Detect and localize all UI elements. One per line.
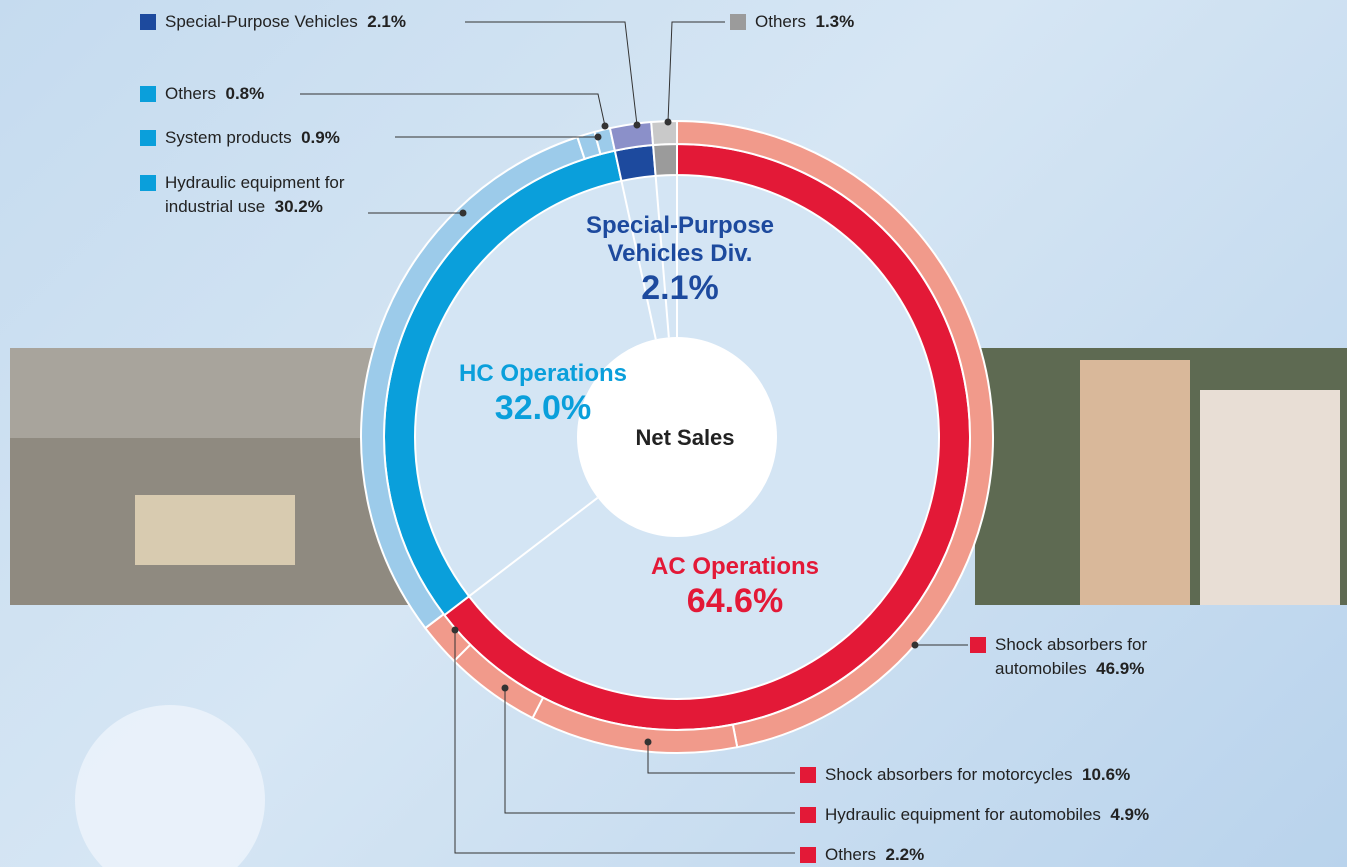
division-name: AC Operations <box>650 553 820 580</box>
donut-segment <box>652 142 678 177</box>
donut-segment <box>650 119 678 147</box>
legend-entry: Special-Purpose Vehicles 2.1% <box>140 10 505 34</box>
division-value: 2.1% <box>641 269 719 307</box>
legend-value: 0.8% <box>225 84 265 103</box>
legend-value: 2.1% <box>367 12 406 31</box>
legend-entry: Others 1.3% <box>730 10 955 34</box>
legend-entry: Shock absorbers for automobiles 46.9% <box>970 633 1225 681</box>
leader-line <box>667 21 725 123</box>
legend-name: Hydraulic equipment for automobiles <box>825 805 1101 824</box>
legend-value: 2.2% <box>885 845 925 864</box>
divider <box>654 175 670 338</box>
legend-swatch <box>140 14 156 30</box>
legend-name: Others <box>755 12 807 31</box>
center-label: Net Sales <box>635 425 735 450</box>
decor-circle <box>75 705 265 867</box>
legend-swatch <box>730 14 746 30</box>
legend-swatch <box>140 86 156 102</box>
legend-entry: Others 2.2% <box>800 843 1245 867</box>
legend-value: 1.3% <box>815 12 855 31</box>
legend-entry: Others 0.8% <box>140 82 465 106</box>
divider <box>620 180 657 340</box>
leader-line <box>465 21 638 126</box>
leader-dot <box>601 122 609 130</box>
division-name: Special-Purpose Vehicles Div. <box>585 212 775 267</box>
leader-dot <box>459 209 467 217</box>
legend-name: System products <box>165 128 292 147</box>
leader-dot <box>594 133 602 141</box>
photo-truck <box>135 495 295 565</box>
legend-swatch <box>800 767 816 783</box>
legend-name: Shock absorbers for automobiles <box>995 635 1148 678</box>
photo-person <box>1200 390 1340 605</box>
leader-line <box>300 93 606 127</box>
leader-line <box>504 688 795 814</box>
leader-line <box>647 742 795 774</box>
leader-dot <box>664 118 672 126</box>
legend-value: 4.9% <box>1110 805 1150 824</box>
division-label: AC Operations 64.6% <box>605 553 865 621</box>
leader-line <box>454 630 795 854</box>
legend-name: Shock absorbers for motorcycles <box>825 765 1073 784</box>
leader-dot <box>911 641 919 649</box>
donut-segment <box>608 120 655 152</box>
legend-swatch <box>800 847 816 863</box>
division-value: 32.0% <box>494 389 592 427</box>
legend-entry: Hydraulic equipment for industrial use 3… <box>140 171 405 219</box>
photo-sky <box>10 348 410 438</box>
division-value: 64.6% <box>686 582 784 620</box>
divider <box>468 496 599 598</box>
leader-dot <box>644 738 652 746</box>
legend-swatch <box>140 130 156 146</box>
legend-swatch <box>800 807 816 823</box>
legend-name: Hydraulic equipment for industrial use <box>165 173 345 216</box>
division-label: HC Operations 32.0% <box>413 360 673 428</box>
center-circle <box>577 337 777 537</box>
division-name: HC Operations <box>458 360 628 387</box>
legend-name: Special-Purpose Vehicles <box>165 12 358 31</box>
legend-name: Others <box>165 84 217 103</box>
legend-entry: Shock absorbers for motorcycles 10.6% <box>800 763 1245 787</box>
photo-person <box>1080 360 1190 605</box>
legend-entry: Hydraulic equipment for automobiles 4.9% <box>800 803 1245 827</box>
legend-swatch <box>970 637 986 653</box>
legend-value: 46.9% <box>1096 659 1145 678</box>
leader-dot <box>501 684 509 692</box>
leader-dot <box>633 121 641 129</box>
legend-value: 10.6% <box>1082 765 1131 784</box>
legend-name: Others <box>825 845 877 864</box>
legend-value: 0.9% <box>301 128 340 147</box>
division-label: Special-Purpose Vehicles Div. 2.1% <box>560 212 800 308</box>
leader-dot <box>451 626 459 634</box>
legend-value: 30.2% <box>274 197 323 216</box>
legend-swatch <box>140 175 156 191</box>
legend-entry: System products 0.9% <box>140 126 465 150</box>
